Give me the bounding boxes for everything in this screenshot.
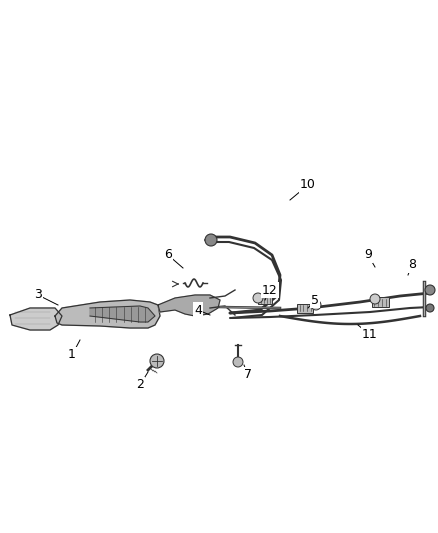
- FancyBboxPatch shape: [371, 297, 389, 307]
- Polygon shape: [10, 308, 62, 330]
- Circle shape: [150, 354, 164, 368]
- Circle shape: [425, 285, 435, 295]
- Text: 4: 4: [194, 303, 202, 317]
- Text: 3: 3: [34, 288, 42, 302]
- Text: 1: 1: [68, 349, 76, 361]
- Circle shape: [311, 300, 321, 310]
- Text: 12: 12: [262, 284, 278, 296]
- Circle shape: [233, 357, 243, 367]
- Polygon shape: [158, 295, 220, 316]
- Text: 10: 10: [300, 179, 316, 191]
- FancyBboxPatch shape: [258, 296, 272, 304]
- Text: 5: 5: [311, 294, 319, 306]
- Circle shape: [253, 293, 263, 303]
- Text: 2: 2: [136, 378, 144, 392]
- Polygon shape: [55, 300, 160, 328]
- Circle shape: [426, 304, 434, 312]
- Circle shape: [370, 294, 380, 304]
- Polygon shape: [90, 306, 155, 322]
- Text: 9: 9: [364, 248, 372, 262]
- Circle shape: [205, 234, 217, 246]
- FancyBboxPatch shape: [297, 303, 313, 312]
- Text: 7: 7: [244, 368, 252, 382]
- Text: 8: 8: [408, 259, 416, 271]
- Text: 11: 11: [362, 328, 378, 342]
- Text: 6: 6: [164, 248, 172, 262]
